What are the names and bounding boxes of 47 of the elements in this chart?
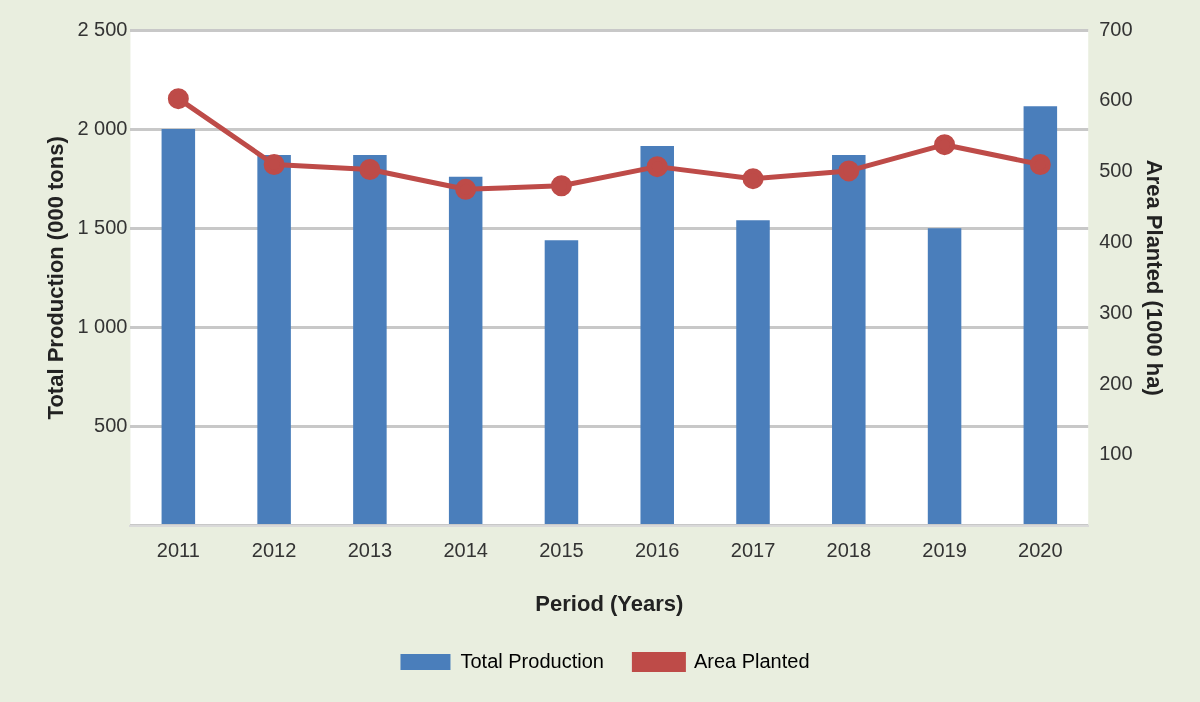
x-tick-label: 2020 [1018,539,1063,562]
y2-tick-label: 700 [1099,17,1133,40]
point [550,175,572,197]
bar [448,176,483,525]
legend-label: Total Production [460,649,604,672]
y2-tick-label: 200 [1099,371,1133,394]
bar [161,129,196,525]
bar [257,154,291,525]
x-axis-title: Period (Years) [535,590,684,616]
x-tick-label: 2013 [347,539,393,562]
point [934,134,956,156]
point [167,88,189,110]
bar [832,154,866,525]
y2-tick-label: 600 [1099,88,1133,111]
x-tick-label: 2017 [730,539,776,562]
x-tick-label: 2011 [156,539,200,562]
bar [736,220,770,525]
x-tick-label: 2012 [251,539,297,562]
y-tick-label: 1 000 [77,314,128,337]
bar [544,240,579,525]
y-tick-label: 500 [94,414,128,436]
y-tick-label: 1 500 [77,215,128,238]
point [455,178,477,200]
bar [640,145,674,525]
bar [927,228,962,525]
bar [353,154,387,525]
x-tick-label: 2016 [634,539,680,562]
legend-label: Area Planted [693,649,810,672]
y2-tick-label: 400 [1099,229,1133,252]
y2-tick-label: 100 [1099,442,1133,465]
y-axis-title: Total Production (000 tons) [43,136,69,420]
point [1029,154,1051,176]
y2-tick-label: 500 [1099,159,1133,182]
x-tick-label: 2014 [443,539,488,562]
point [742,168,764,190]
point [359,158,381,180]
bar [1023,106,1058,525]
x-tick-label: 2015 [539,539,584,562]
point [646,156,668,178]
point [838,160,860,182]
y-tick-label: 2 500 [77,17,128,40]
y2-tick-label: 300 [1099,300,1133,323]
y2-axis-title: Area Planted (1000 ha) [1141,159,1167,396]
point [263,154,285,176]
x-tick-label: 2018 [826,539,872,562]
x-tick-label: 2019 [922,539,967,562]
y-tick-label: 2 000 [77,116,128,139]
